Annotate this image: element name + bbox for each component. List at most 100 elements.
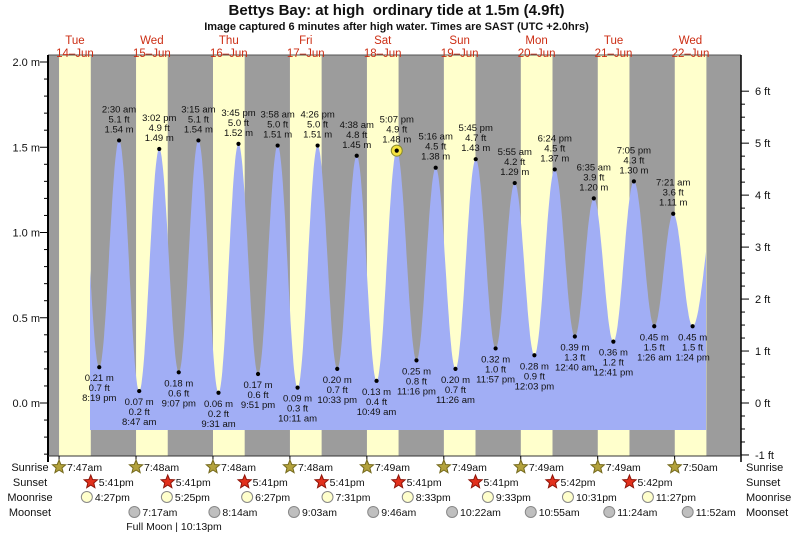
moonrise-icon bbox=[321, 491, 334, 503]
moon-phase-label: Full Moon | 10:13pm bbox=[126, 521, 222, 533]
right-axis-label: 2 ft bbox=[755, 294, 770, 306]
low-tide-time-label: 12:41 pm bbox=[594, 368, 634, 379]
sunset-icon bbox=[621, 473, 638, 489]
sunrise-time: 7:50am bbox=[683, 462, 718, 474]
day-weekday-label: Wed bbox=[679, 35, 702, 47]
high-tide-ft-label: 5.1 ft bbox=[108, 114, 129, 125]
high-tide-ft-label: 4.9 ft bbox=[149, 123, 170, 134]
high-tide-m-label: 1.54 m bbox=[184, 124, 213, 135]
moonset-time: 11:52am bbox=[696, 507, 736, 519]
day-date-label: 14–Jun bbox=[56, 48, 94, 60]
moonset-icon bbox=[367, 506, 380, 518]
sunrise-time: 7:49am bbox=[452, 462, 487, 474]
moonset-time: 7:17am bbox=[142, 507, 177, 519]
high-tide-dot bbox=[315, 143, 320, 148]
sunset-icon bbox=[82, 473, 99, 489]
high-tide-dot bbox=[116, 138, 122, 143]
right-axis-label: 6 ft bbox=[755, 86, 770, 98]
moonset-icon bbox=[681, 506, 694, 518]
high-tide-dot bbox=[196, 138, 201, 143]
high-tide-ft-label: 4.2 ft bbox=[504, 157, 525, 168]
left-axis-label: 1.5 m bbox=[12, 142, 40, 154]
high-tide-ft-label: 3.6 ft bbox=[663, 188, 684, 199]
low-tide-m-label: 0.07 m bbox=[125, 397, 154, 408]
moonrise-row-label-left: Moonrise bbox=[7, 492, 52, 504]
high-tide-m-label: 1.48 m bbox=[382, 135, 411, 146]
day-weekday-label: Sat bbox=[374, 35, 392, 47]
sunrise-time: 7:48am bbox=[298, 462, 333, 474]
low-tide-ft-label: 0.2 ft bbox=[129, 407, 150, 418]
sunset-row-label-right: Sunset bbox=[746, 477, 780, 489]
sunrise-time: 7:47am bbox=[67, 462, 102, 474]
day-weekday-label: Tue bbox=[65, 35, 84, 47]
low-tide-ft-label: 0.6 ft bbox=[168, 388, 189, 399]
chart-title: Bettys Bay: at high ordinary tide at 1.5… bbox=[228, 2, 565, 19]
low-tide-m-label: 0.36 m bbox=[599, 348, 628, 359]
left-axis-label: 0.5 m bbox=[12, 313, 40, 325]
high-tide-ft-label: 5.0 ft bbox=[267, 120, 288, 131]
low-tide-ft-label: 1.5 ft bbox=[682, 342, 703, 353]
sunrise-icon bbox=[282, 458, 298, 474]
low-tide-dot bbox=[532, 353, 537, 358]
low-tide-time-label: 11:16 pm bbox=[397, 386, 436, 397]
high-tide-m-label: 1.51 m bbox=[263, 130, 292, 141]
high-tide-dot bbox=[552, 167, 557, 172]
sunrise-icon bbox=[589, 458, 606, 474]
day-date-label: 15–Jun bbox=[133, 48, 171, 60]
low-tide-time-label: 10:33 pm bbox=[317, 395, 357, 406]
moonrise-time: 9:33pm bbox=[496, 492, 531, 504]
sunrise-time: 7:49am bbox=[375, 462, 410, 474]
low-tide-time-label: 10:11 am bbox=[278, 414, 317, 425]
low-tide-ft-label: 0.3 ft bbox=[287, 404, 308, 415]
left-axis-label: 2.0 m bbox=[12, 57, 40, 69]
high-tide-time-label: 5:45 pm bbox=[459, 123, 493, 134]
moonset-time: 8:14am bbox=[222, 507, 257, 519]
moonrise-row-label-right: Moonrise bbox=[746, 492, 791, 504]
high-tide-m-label: 1.29 m bbox=[500, 167, 529, 178]
moonset-row-label-right: Moonset bbox=[746, 507, 788, 519]
low-tide-dot bbox=[374, 378, 379, 383]
high-tide-ft-label: 4.5 ft bbox=[425, 142, 446, 153]
low-tide-m-label: 0.25 m bbox=[402, 366, 431, 377]
sunrise-row-label-right: Sunrise bbox=[746, 462, 783, 474]
moonset-row-label-left: Moonset bbox=[9, 507, 51, 519]
sunset-time: 5:41pm bbox=[176, 477, 211, 489]
low-tide-dot bbox=[572, 334, 577, 339]
low-tide-ft-label: 1.5 ft bbox=[644, 342, 665, 353]
low-tide-m-label: 0.13 m bbox=[362, 387, 391, 398]
high-tide-dot bbox=[591, 196, 596, 201]
moonset-time: 10:22am bbox=[460, 507, 501, 519]
high-tide-m-label: 1.54 m bbox=[105, 124, 134, 135]
low-tide-time-label: 1:24 pm bbox=[675, 352, 709, 363]
sunrise-icon bbox=[666, 458, 683, 474]
high-tide-ft-label: 5.1 ft bbox=[188, 114, 209, 125]
right-axis-label: 0 ft bbox=[755, 398, 770, 410]
low-tide-time-label: 9:51 pm bbox=[241, 400, 275, 411]
low-tide-m-label: 0.20 m bbox=[441, 375, 470, 386]
moonrise-time: 5:25pm bbox=[175, 492, 210, 504]
high-tide-ft-label: 3.9 ft bbox=[583, 172, 604, 183]
sunset-time: 5:41pm bbox=[253, 477, 288, 489]
high-tide-dot bbox=[512, 180, 517, 186]
sunrise-icon bbox=[435, 458, 452, 474]
high-tide-m-label: 1.38 m bbox=[421, 152, 450, 163]
moonrise-time: 11:27pm bbox=[656, 492, 696, 504]
moonrise-time: 6:27pm bbox=[255, 492, 290, 504]
high-tide-time-label: 4:38 am bbox=[340, 120, 374, 131]
low-tide-time-label: 11:57 pm bbox=[476, 374, 515, 385]
high-tide-time-label: 3:02 pm bbox=[142, 113, 176, 124]
low-tide-time-label: 8:19 pm bbox=[82, 393, 116, 404]
low-tide-ft-label: 0.7 ft bbox=[89, 383, 110, 394]
high-tide-time-label: 5:07 pm bbox=[380, 115, 414, 126]
low-tide-dot bbox=[611, 339, 616, 344]
moonset-time: 9:03am bbox=[302, 507, 337, 519]
sunset-time: 5:41pm bbox=[330, 477, 365, 489]
day-weekday-label: Mon bbox=[525, 35, 547, 47]
high-tide-time-label: 3:15 am bbox=[181, 104, 215, 115]
low-tide-m-label: 0.21 m bbox=[85, 373, 114, 384]
day-weekday-label: Sun bbox=[449, 35, 469, 47]
low-tide-m-label: 0.39 m bbox=[560, 343, 589, 354]
high-tide-ft-label: 4.9 ft bbox=[386, 125, 407, 136]
moonrise-time: 10:31pm bbox=[576, 492, 617, 504]
